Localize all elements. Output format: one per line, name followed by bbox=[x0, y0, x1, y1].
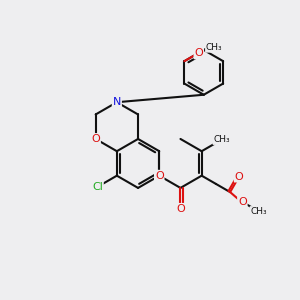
Text: N: N bbox=[113, 97, 121, 107]
Text: O: O bbox=[235, 172, 244, 182]
Text: CH₃: CH₃ bbox=[206, 43, 222, 52]
Text: O: O bbox=[238, 197, 247, 207]
Text: O: O bbox=[155, 171, 164, 181]
Text: CH₃: CH₃ bbox=[250, 207, 267, 216]
Text: Cl: Cl bbox=[92, 182, 103, 192]
Text: O: O bbox=[176, 204, 185, 214]
Text: O: O bbox=[194, 48, 203, 59]
Text: O: O bbox=[91, 134, 100, 144]
Text: CH₃: CH₃ bbox=[213, 135, 230, 144]
